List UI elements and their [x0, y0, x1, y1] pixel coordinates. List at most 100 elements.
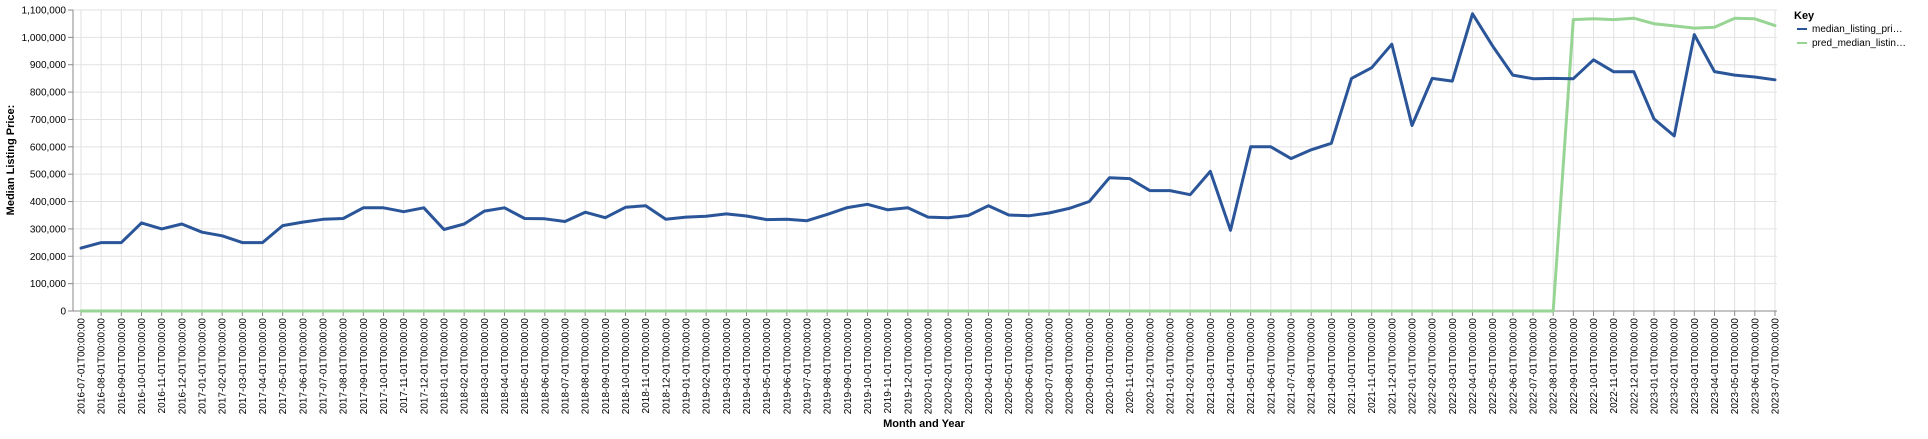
x-tick-label: 2019-05-01T00:00:00 [762, 318, 773, 415]
x-tick-label: 2017-09-01T00:00:00 [359, 318, 370, 415]
legend: Key median_listing_pri… pred_median_listi… [1794, 10, 1906, 49]
y-axis-title: Median Listing Price: [5, 105, 17, 216]
x-tick-label: 2017-05-01T00:00:00 [278, 318, 289, 415]
x-tick-label: 2023-04-01T00:00:00 [1710, 318, 1721, 415]
x-tick-label: 2017-04-01T00:00:00 [258, 318, 269, 415]
y-tick-label: 400,000 [30, 197, 67, 208]
x-tick-label: 2018-01-01T00:00:00 [440, 318, 451, 415]
x-tick-label: 2019-04-01T00:00:00 [742, 318, 753, 415]
x-tick-label: 2022-11-01T00:00:00 [1609, 318, 1620, 414]
x-tick-label: 2020-07-01T00:00:00 [1045, 318, 1056, 415]
x-tick-label: 2019-02-01T00:00:00 [702, 318, 713, 415]
x-tick-label: 2023-02-01T00:00:00 [1670, 318, 1681, 415]
x-tick-label: 2021-04-01T00:00:00 [1226, 318, 1237, 415]
x-tick-label: 2019-03-01T00:00:00 [722, 318, 733, 415]
x-tick-label: 2018-10-01T00:00:00 [621, 318, 632, 415]
x-tick-label: 2019-08-01T00:00:00 [823, 318, 834, 415]
x-tick-label: 2017-06-01T00:00:00 [298, 318, 309, 415]
x-tick-label: 2021-05-01T00:00:00 [1246, 318, 1257, 415]
x-tick-label: 2017-08-01T00:00:00 [339, 318, 350, 415]
x-tick-label: 2021-09-01T00:00:00 [1327, 318, 1338, 415]
x-tick-label: 2018-04-01T00:00:00 [500, 318, 511, 415]
y-tick-label: 700,000 [30, 115, 67, 126]
x-tick-label: 2020-11-01T00:00:00 [1125, 318, 1136, 414]
y-tick-label: 1,000,000 [22, 33, 67, 44]
x-tick-label: 2018-05-01T00:00:00 [520, 318, 531, 415]
x-tick-label: 2016-10-01T00:00:00 [137, 318, 148, 415]
x-tick-label: 2022-03-01T00:00:00 [1448, 318, 1459, 415]
gridlines [73, 9, 1777, 312]
x-tick-label: 2018-09-01T00:00:00 [601, 318, 612, 415]
x-tick-label: 2020-04-01T00:00:00 [984, 318, 995, 415]
y-tick-label: 300,000 [30, 224, 67, 235]
x-tick-label: 2022-10-01T00:00:00 [1589, 318, 1600, 415]
x-tick-label: 2023-07-01T00:00:00 [1771, 318, 1782, 415]
x-tick-label: 2019-09-01T00:00:00 [843, 318, 854, 415]
x-tick-label: 2020-10-01T00:00:00 [1105, 318, 1116, 415]
x-tick-label: 2017-11-01T00:00:00 [399, 318, 410, 414]
y-tick-label: 800,000 [30, 88, 67, 99]
tick-labels: 0 100,000 200,000 300,000 400,000 500,000 600,… [22, 6, 1782, 415]
axes [68, 9, 1777, 316]
x-tick-label: 2021-02-01T00:00:00 [1186, 318, 1197, 415]
x-tick-label: 2023-06-01T00:00:00 [1750, 318, 1761, 415]
x-tick-label: 2020-03-01T00:00:00 [964, 318, 975, 415]
x-tick-label: 2022-08-01T00:00:00 [1549, 318, 1560, 415]
x-tick-label: 2019-10-01T00:00:00 [863, 318, 874, 415]
x-tick-label: 2016-12-01T00:00:00 [177, 318, 188, 415]
y-tick-label: 200,000 [30, 252, 67, 263]
legend-label: median_listing_pri… [1812, 24, 1903, 35]
x-tick-label: 2017-02-01T00:00:00 [218, 318, 229, 415]
legend-title: Key [1794, 10, 1815, 22]
y-tick-label: 500,000 [30, 170, 67, 181]
y-tick-label: 0 [60, 307, 66, 318]
x-tick-label: 2018-03-01T00:00:00 [480, 318, 491, 415]
x-tick-label: 2016-09-01T00:00:00 [117, 318, 128, 415]
legend-label: pred_median_listin… [1812, 38, 1906, 49]
x-tick-label: 2020-09-01T00:00:00 [1085, 318, 1096, 415]
x-tick-label: 2018-06-01T00:00:00 [540, 318, 551, 415]
x-tick-label: 2018-11-01T00:00:00 [641, 318, 652, 414]
x-tick-label: 2022-06-01T00:00:00 [1508, 318, 1519, 415]
series-line-median-listing-price [79, 12, 1777, 250]
x-tick-label: 2022-07-01T00:00:00 [1529, 318, 1540, 415]
x-tick-label: 2016-07-01T00:00:00 [77, 318, 88, 415]
x-tick-label: 2021-06-01T00:00:00 [1266, 318, 1277, 415]
x-axis-title: Month and Year [883, 418, 965, 430]
x-tick-label: 2019-01-01T00:00:00 [682, 318, 693, 415]
x-tick-label: 2021-07-01T00:00:00 [1287, 318, 1298, 415]
y-tick-label: 600,000 [30, 142, 67, 153]
x-tick-label: 2016-11-01T00:00:00 [157, 318, 168, 414]
x-tick-label: 2023-01-01T00:00:00 [1650, 318, 1661, 415]
series-lines [79, 12, 1777, 313]
x-tick-label: 2021-12-01T00:00:00 [1387, 318, 1398, 415]
x-tick-label: 2019-06-01T00:00:00 [782, 318, 793, 415]
x-tick-label: 2019-12-01T00:00:00 [903, 318, 914, 415]
y-tick-label: 900,000 [30, 60, 67, 71]
x-tick-label: 2021-08-01T00:00:00 [1307, 318, 1318, 415]
y-tick-label: 1,100,000 [22, 6, 67, 17]
x-tick-label: 2021-01-01T00:00:00 [1166, 318, 1177, 415]
x-tick-label: 2017-10-01T00:00:00 [379, 318, 390, 415]
x-tick-label: 2018-12-01T00:00:00 [661, 318, 672, 415]
x-tick-label: 2019-07-01T00:00:00 [803, 318, 814, 415]
y-tick-label: 100,000 [30, 279, 67, 290]
x-tick-label: 2022-05-01T00:00:00 [1488, 318, 1499, 415]
x-tick-label: 2020-02-01T00:00:00 [944, 318, 955, 415]
x-tick-label: 2017-12-01T00:00:00 [419, 318, 430, 415]
x-tick-label: 2022-12-01T00:00:00 [1629, 318, 1640, 415]
series-line-pred-median-listing-price [79, 16, 1777, 313]
x-tick-label: 2018-02-01T00:00:00 [460, 318, 471, 415]
legend-items: median_listing_pri… pred_median_listin… [1797, 24, 1906, 49]
x-tick-label: 2021-03-01T00:00:00 [1206, 318, 1217, 415]
x-tick-label: 2022-02-01T00:00:00 [1428, 318, 1439, 415]
x-tick-label: 2022-01-01T00:00:00 [1408, 318, 1419, 415]
x-tick-label: 2017-07-01T00:00:00 [319, 318, 330, 415]
x-tick-label: 2021-11-01T00:00:00 [1367, 318, 1378, 414]
x-tick-label: 2023-05-01T00:00:00 [1730, 318, 1741, 415]
x-tick-label: 2020-05-01T00:00:00 [1004, 318, 1015, 415]
x-tick-label: 2021-10-01T00:00:00 [1347, 318, 1358, 415]
x-tick-label: 2017-03-01T00:00:00 [238, 318, 249, 415]
